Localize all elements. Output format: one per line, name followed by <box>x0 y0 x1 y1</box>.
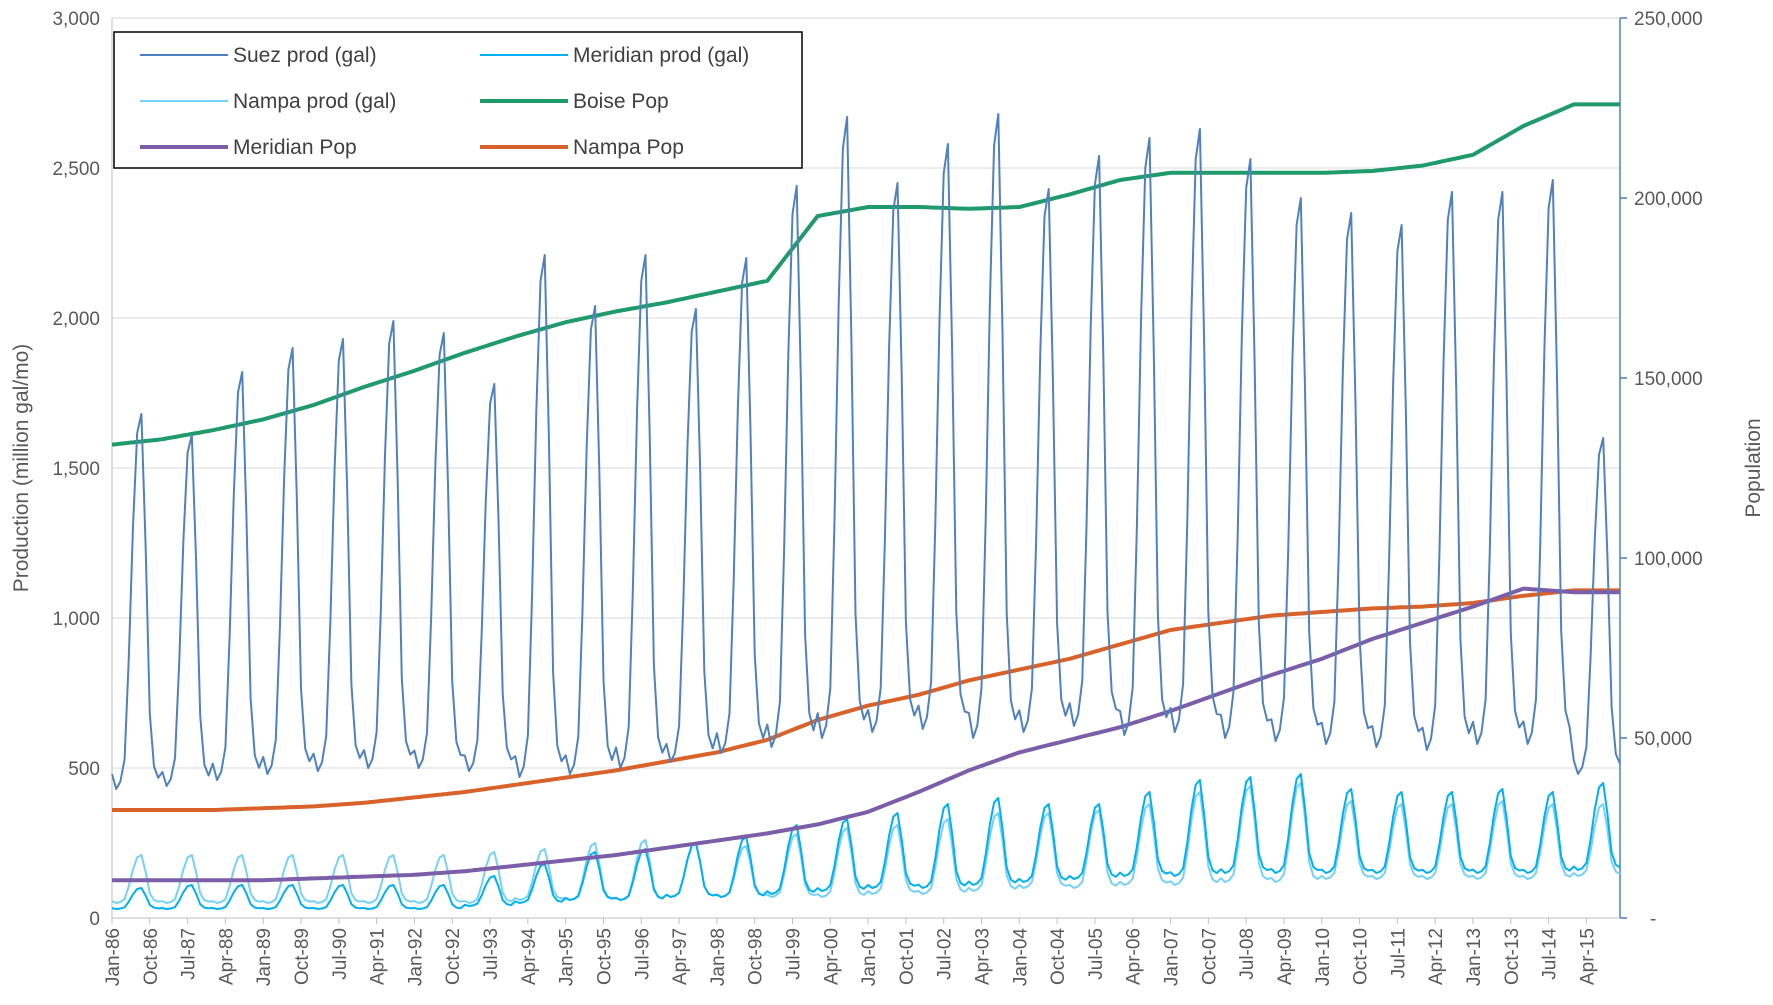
x-tick-label: Apr-15 <box>1577 928 1598 985</box>
legend-label: Meridian prod (gal) <box>573 44 749 67</box>
x-tick-label: Jul-11 <box>1388 928 1409 978</box>
y-tick-label: 1,000 <box>52 609 100 630</box>
x-tick-label: Oct-04 <box>1048 928 1069 985</box>
x-tick-label: Apr-03 <box>973 928 994 985</box>
x-tick-label: Jan-86 <box>103 928 124 986</box>
series-line-suez-prod-gal <box>111 113 1621 790</box>
y2-tick-label: 150,000 <box>1634 369 1703 390</box>
x-tick-label: Oct-10 <box>1351 928 1372 985</box>
x-tick-label: Oct-86 <box>141 928 162 985</box>
legend: Suez prod (gal) Meridian prod (gal) Nampa … <box>113 31 803 169</box>
legend-label: Meridian Pop <box>233 136 357 159</box>
x-tick-label: Jan-92 <box>405 928 426 986</box>
x-tick-label: Jan-01 <box>859 928 880 986</box>
x-tick-label: Apr-06 <box>1124 928 1145 985</box>
series-layer <box>111 102 1621 910</box>
y-tick-label: 1,500 <box>52 459 100 480</box>
x-tick-label: Apr-97 <box>670 928 691 985</box>
left-axis: 0 500 1,000 1,500 2,000 2,500 3,000 <box>52 9 113 930</box>
y-tick-label: 2,000 <box>52 309 100 330</box>
y2-axis-title: Population <box>1742 418 1765 517</box>
x-tick-label: Oct-07 <box>1199 928 1220 985</box>
x-tick-label: Oct-98 <box>746 928 767 985</box>
x-tick-label: Jan-95 <box>557 928 578 986</box>
y-tick-label: 2,500 <box>52 159 100 180</box>
x-tick-label: Jan-07 <box>1162 928 1183 986</box>
x-tick-label: Jan-89 <box>254 928 275 986</box>
y-tick-label: 500 <box>68 759 100 780</box>
x-tick-label: Jul-96 <box>632 928 653 980</box>
x-tick-label: Jan-10 <box>1313 928 1334 986</box>
x-tick-label: Jul-99 <box>783 928 804 980</box>
y2-tick-label: 250,000 <box>1634 9 1703 30</box>
right-axis: - 50,000 100,000 150,000 200,000 250,000 <box>1619 9 1703 930</box>
x-tick-label: Apr-94 <box>519 928 540 985</box>
x-tick-label: Apr-88 <box>216 928 237 985</box>
x-axis: Jan-86 Oct-86 Jul-87 Apr-88 Jan-89 Oct-89 Jul-… <box>103 917 1620 987</box>
x-tick-label: Jan-98 <box>708 928 729 986</box>
x-tick-label: Oct-95 <box>594 928 615 985</box>
x-tick-label: Jul-14 <box>1540 928 1561 980</box>
series-line-meridian-prod-gal <box>111 773 1621 910</box>
series-line-boise-pop <box>111 102 1620 447</box>
x-tick-label: Oct-92 <box>443 928 464 985</box>
x-tick-label: Jan-13 <box>1464 928 1485 986</box>
y-tick-label: 3,000 <box>52 9 100 30</box>
legend-box <box>113 31 803 169</box>
x-tick-label: Oct-01 <box>897 928 918 985</box>
series-line-nampa-pop <box>112 588 1620 812</box>
y-axis-title: Production (million gal/mo) <box>10 344 33 593</box>
legend-label: Suez prod (gal) <box>233 44 377 67</box>
legend-label: Boise Pop <box>573 90 669 113</box>
x-tick-label: Oct-13 <box>1502 928 1523 985</box>
legend-label: Nampa prod (gal) <box>233 90 396 113</box>
legend-label: Nampa Pop <box>573 136 684 159</box>
y-tick-label: 0 <box>89 909 100 930</box>
series-line-nampa-prod-gal <box>111 782 1621 904</box>
x-tick-label: Jul-93 <box>481 928 502 980</box>
y2-tick-label: 200,000 <box>1634 189 1703 210</box>
x-tick-label: Jan-04 <box>1010 928 1031 987</box>
x-tick-label: Jul-05 <box>1086 928 1107 980</box>
x-tick-label: Apr-00 <box>821 928 842 985</box>
x-tick-label: Oct-89 <box>292 928 313 985</box>
x-tick-label: Apr-09 <box>1275 928 1296 985</box>
y2-tick-label: 100,000 <box>1634 549 1703 570</box>
y2-tick-label: 50,000 <box>1634 729 1692 750</box>
x-tick-label: Jul-02 <box>935 928 956 980</box>
x-tick-label: Jul-08 <box>1237 928 1258 980</box>
x-tick-label: Jul-87 <box>179 928 200 980</box>
x-tick-label: Apr-91 <box>368 928 389 985</box>
x-tick-label: Apr-12 <box>1426 928 1447 985</box>
series-line-meridian-pop <box>112 586 1620 883</box>
x-tick-label: Jul-90 <box>330 928 351 980</box>
y2-tick-label: - <box>1650 909 1656 930</box>
